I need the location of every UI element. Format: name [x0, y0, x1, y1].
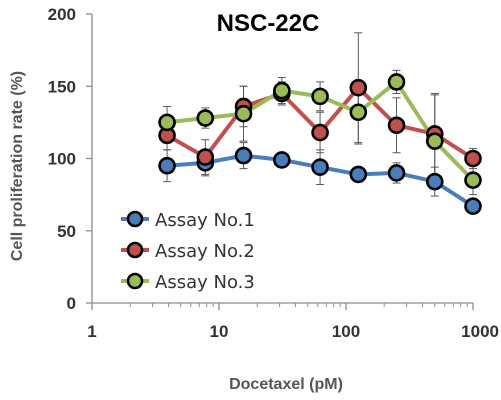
data-point-assay-no-2	[311, 123, 329, 142]
y-tick-label: 200	[48, 5, 76, 24]
legend-label-assay-no-3: Assay No.3	[155, 272, 255, 293]
data-point-assay-no-2	[464, 149, 482, 168]
y-axis-title: Cell proliferation rate (%)	[9, 71, 26, 261]
data-point-assay-no-3	[464, 171, 482, 189]
legend-label-assay-no-2: Assay No.2	[155, 241, 255, 262]
data-point-assay-no-3	[273, 81, 291, 100]
legend-marker	[126, 241, 144, 259]
data-point-assay-no-3	[349, 103, 368, 122]
legend: Assay No.1 Assay No.2 Assay No.3	[121, 210, 255, 293]
y-tick-label: 50	[57, 222, 76, 241]
data-point-assay-no-1	[425, 172, 444, 191]
data-point-assay-no-3	[158, 113, 176, 132]
data-point-assay-no-1	[349, 165, 368, 184]
data-point-assay-no-1	[387, 164, 406, 182]
x-tick-label: 1	[87, 322, 96, 341]
data-point-assay-no-3	[387, 73, 406, 91]
legend-label-assay-no-1: Assay No.1	[155, 210, 255, 231]
data-point-assay-no-2	[196, 148, 215, 166]
y-tick-label: 0	[67, 294, 76, 313]
data-point-assay-no-1	[234, 146, 253, 165]
data-point-assay-no-3	[234, 104, 253, 123]
y-tick-label: 150	[48, 77, 76, 96]
y-axis-ticks: 0 50 100 150 200	[48, 5, 92, 313]
x-tick-label: 10	[210, 322, 229, 341]
data-point-assay-no-1	[311, 158, 329, 176]
data-point-assay-no-3	[311, 87, 329, 106]
legend-marker	[126, 210, 144, 228]
x-axis-title: Docetaxel (pM)	[229, 376, 343, 393]
data-point-assay-no-3	[196, 109, 215, 127]
data-point-assay-no-2	[387, 116, 406, 135]
series-points	[158, 73, 482, 215]
x-tick-label: 1000	[461, 322, 499, 341]
data-point-assay-no-1	[464, 197, 482, 215]
data-point-assay-no-1	[273, 151, 291, 169]
x-tick-label: 100	[332, 322, 360, 341]
data-point-assay-no-1	[158, 156, 176, 175]
data-point-assay-no-3	[425, 132, 444, 150]
legend-marker	[126, 272, 144, 290]
x-axis-ticks: 1 10 100 1000	[87, 303, 499, 341]
chart-title: NSC-22C	[217, 10, 320, 37]
data-point-assay-no-2	[349, 78, 368, 97]
y-tick-label: 100	[48, 150, 76, 169]
